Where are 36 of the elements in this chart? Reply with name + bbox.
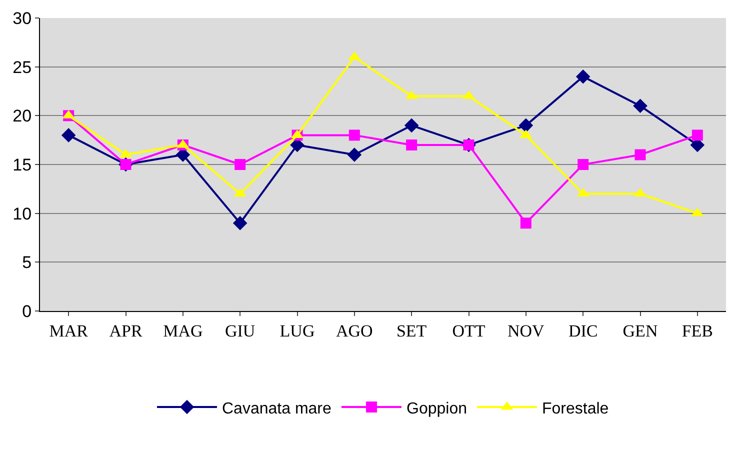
x-tick-label: FEB [682, 321, 714, 340]
point [406, 139, 418, 150]
x-tick-label: MAG [163, 321, 203, 340]
point [633, 98, 648, 114]
x-tick-label: MAR [49, 321, 89, 340]
legend-label: Forestale [542, 400, 609, 418]
legend-label: Goppion [406, 400, 467, 418]
x-tick-label: OTT [452, 321, 486, 340]
x-tick-label: GIU [224, 321, 256, 340]
y-tick-label: 20 [12, 106, 32, 126]
y-tick-label: 15 [12, 155, 32, 174]
x-tick-label: DIC [568, 321, 598, 340]
y-tick-label: 0 [22, 302, 32, 321]
y-tick-label: 5 [22, 253, 32, 272]
point [576, 69, 590, 84]
point [692, 130, 703, 141]
y-tick-label: 30 [12, 8, 32, 28]
legend-label: Cavanata mare [222, 400, 332, 418]
point [61, 128, 76, 142]
point [347, 148, 362, 162]
point [518, 118, 534, 133]
point [578, 159, 589, 170]
point [520, 218, 532, 229]
x-tick-label: GEN [622, 321, 658, 340]
point [634, 149, 646, 160]
x-tick-label: APR [109, 321, 143, 340]
x-tick-label: SET [396, 321, 428, 340]
point [234, 159, 246, 170]
point [232, 216, 248, 230]
point [348, 130, 360, 141]
x-tick-label: AGO [336, 321, 373, 340]
x-tick-label: NOV [508, 321, 546, 340]
y-tick-label: 25 [12, 58, 32, 77]
point [404, 118, 419, 133]
y-tick-label: 10 [12, 204, 32, 224]
x-tick-label: LUG [280, 321, 315, 340]
